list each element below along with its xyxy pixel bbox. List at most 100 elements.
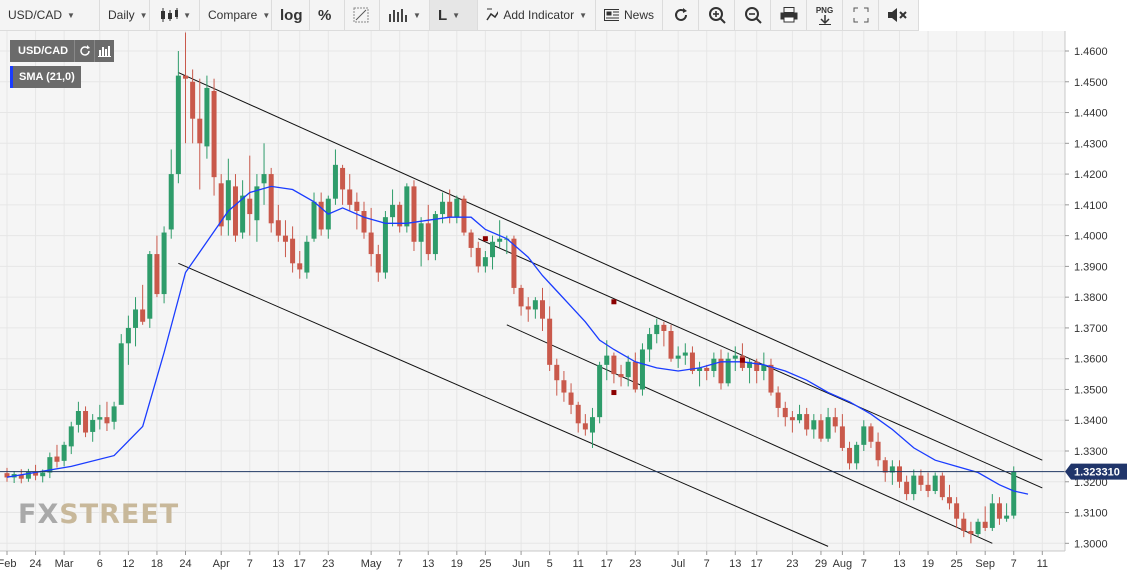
candle-body	[482, 257, 488, 267]
zoom-in-button[interactable]	[699, 0, 735, 30]
candle-body	[347, 189, 353, 205]
y-tick-label: 1.4200	[1074, 169, 1108, 181]
candle-up	[418, 217, 424, 267]
candle-down	[568, 383, 574, 415]
candle-up	[147, 251, 153, 328]
price-chart[interactable]: 1.3000 1.3100 1.3200 1.3300 1.3400 1.3500 1.36…	[0, 31, 1131, 581]
news-button[interactable]: News	[596, 0, 663, 30]
candle-body	[904, 481, 910, 495]
chart-area[interactable]: 1.3000 1.3100 1.3200 1.3300 1.3400 1.3500 1.36…	[0, 31, 1131, 581]
candle-body	[647, 334, 653, 350]
candle-body	[518, 287, 524, 307]
candle-down	[661, 321, 667, 347]
candle-down	[211, 78, 217, 196]
candle-down	[425, 204, 431, 261]
candle-body	[261, 174, 267, 184]
zoom-out-button[interactable]	[735, 0, 771, 30]
candle-body	[868, 426, 874, 442]
x-tick-label: 5	[547, 558, 553, 570]
sma-legend[interactable]: SMA (21,0)	[10, 66, 81, 88]
refresh-icon	[674, 8, 687, 21]
add-indicator-button[interactable]: Add Indicator ▼	[478, 0, 596, 30]
log-scale-button[interactable]: log	[272, 0, 310, 30]
drawing-tool-button[interactable]	[345, 0, 380, 30]
volume-bars-icon[interactable]	[94, 40, 114, 62]
candle-up	[761, 352, 767, 381]
candle-up	[1004, 503, 1010, 522]
candle-down	[468, 229, 474, 258]
scale-l-label: L	[438, 6, 448, 24]
log-scale-label: log	[280, 6, 303, 24]
candle-down	[83, 406, 89, 438]
volume-button[interactable]: ▼	[380, 0, 430, 30]
candle-body	[290, 238, 296, 264]
x-tick-label: 23	[786, 558, 798, 570]
candle-down	[475, 241, 481, 273]
logo-fx-text: FX	[18, 499, 60, 530]
symbol-select-label: USD/CAD	[8, 8, 63, 22]
mute-button[interactable]	[879, 0, 915, 30]
compare-label: Compare	[208, 8, 258, 22]
candle-body	[211, 91, 217, 178]
candle-body	[125, 327, 131, 344]
fullscreen-button[interactable]	[843, 0, 879, 30]
candle-body	[989, 503, 995, 528]
speaker-mute-icon	[888, 8, 907, 22]
candle-down	[875, 432, 881, 467]
x-tick-label: 25	[479, 558, 491, 570]
chart-toolbar: USD/CAD ▼ Daily ▼ ▼ Compare ▼ log %	[0, 0, 919, 31]
candle-up	[625, 355, 631, 387]
candle-up	[639, 343, 645, 396]
candle-body	[368, 232, 374, 255]
candle-body	[61, 444, 67, 461]
refresh-button[interactable]	[663, 0, 699, 30]
candle-body	[254, 186, 260, 221]
candle-body	[847, 447, 853, 464]
y-tick-label: 1.3400	[1074, 415, 1108, 427]
candle-up	[889, 460, 895, 485]
candle-body	[247, 198, 253, 215]
candle-down	[183, 32, 188, 144]
compare-button[interactable]: Compare ▼	[200, 0, 272, 30]
candle-up	[682, 343, 688, 365]
candle-body	[825, 417, 831, 439]
candle-up	[725, 352, 731, 387]
candle-up	[90, 414, 96, 442]
symbol-legend[interactable]: USD/CAD	[10, 40, 115, 62]
candle-down	[946, 484, 952, 510]
channel-line	[478, 238, 1043, 489]
candle-down	[54, 444, 60, 468]
interval-select[interactable]: Daily ▼	[100, 0, 150, 30]
candle-body	[461, 198, 467, 233]
refresh-icon[interactable]	[74, 40, 94, 62]
printer-icon	[780, 7, 797, 23]
candle-body	[161, 232, 167, 295]
candle-body	[240, 195, 246, 233]
x-tick-label: 23	[629, 558, 641, 570]
candle-down	[461, 195, 467, 236]
zoom-in-icon	[708, 7, 726, 24]
candle-body	[361, 211, 367, 233]
candle-body	[782, 407, 788, 418]
chart-type-button[interactable]: ▼	[150, 0, 200, 30]
candle-up	[604, 340, 610, 381]
percent-scale-button[interactable]: %	[310, 0, 345, 30]
candle-up	[118, 334, 124, 405]
candle-body	[711, 358, 717, 371]
scale-l-button[interactable]: L ▼	[430, 0, 478, 30]
y-tick-label: 1.3500	[1074, 384, 1108, 396]
png-export-button[interactable]: PNG	[807, 0, 843, 30]
candle-down	[318, 192, 324, 236]
candle-body	[40, 472, 46, 477]
candle-up	[797, 404, 803, 424]
x-tick-label: Jul	[671, 558, 685, 570]
candle-body	[183, 75, 188, 79]
candle-up	[168, 149, 174, 239]
candle-up	[311, 192, 317, 242]
candle-body	[918, 475, 924, 485]
candle-body	[218, 183, 224, 227]
candle-down	[247, 155, 253, 236]
symbol-select[interactable]: USD/CAD ▼	[0, 0, 100, 30]
print-button[interactable]	[771, 0, 807, 30]
y-tick-label: 1.3100	[1074, 508, 1108, 520]
